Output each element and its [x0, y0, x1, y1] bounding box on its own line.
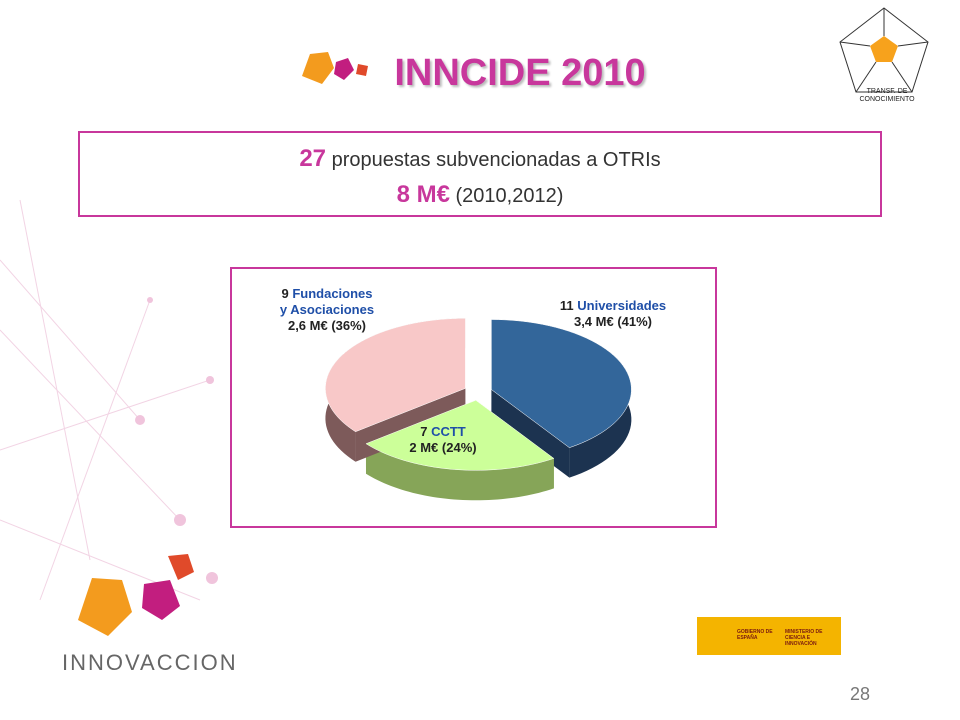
slide-title: INNCIDE 2010: [394, 52, 646, 94]
summary-line: 27 propuestas subvencionadas a OTRIs: [80, 145, 880, 173]
network: [0, 199, 211, 601]
slice-count: 11: [559, 298, 574, 313]
network-dots: [135, 297, 218, 584]
summary-box: 27 propuestas subvencionadas a OTRIs 8 M…: [78, 131, 882, 217]
data-label: 9 Fundaciones y Asociaciones 2,6 M€ (36%): [252, 286, 402, 334]
amount: 8 M€: [396, 181, 450, 208]
page-number: 28: [850, 684, 871, 704]
value-label: 2,6 M€ (36%): [287, 318, 367, 333]
slice-count: 9: [281, 286, 289, 301]
summary-line: 8 M€ (2010,2012): [80, 181, 880, 209]
slice-side: [365, 443, 554, 501]
pie-slice: [325, 318, 466, 433]
value-label: 2 M€ (24%): [409, 440, 477, 455]
slice-category: Universidades: [577, 298, 667, 313]
slice-count: 7: [420, 424, 428, 439]
government: GOBIERNO DE ESPAÑA: [737, 629, 773, 641]
proposals: 27: [299, 145, 327, 172]
logo-shapes: [78, 7, 929, 636]
value-label: 3,4 M€ (41%): [573, 314, 653, 329]
chart-frame: [230, 267, 717, 528]
ministry: MINISTERIO DE CIENCIA E INNOVACIÓN: [785, 629, 823, 647]
slice-category: CCTT: [431, 424, 466, 439]
slice-category: Fundaciones y Asociaciones: [279, 286, 375, 317]
period: (2010,2012): [455, 185, 564, 207]
pie-slice: [491, 319, 632, 448]
badge-text: TRANSF. DE CONOCIMIENTO: [859, 88, 915, 103]
pie-slice: [365, 400, 555, 471]
brand: INNOVACCION: [62, 650, 238, 675]
data-label: 7 CCTT 2 M€ (24%): [368, 424, 518, 456]
data-label: 11 Universidades 3,4 M€ (41%): [538, 298, 688, 330]
government-logo: GOBIERNO DE ESPAÑA MINISTERIO DE CIENCIA…: [697, 617, 841, 655]
proposals-text: propuestas subvencionadas a OTRIs: [331, 149, 661, 171]
